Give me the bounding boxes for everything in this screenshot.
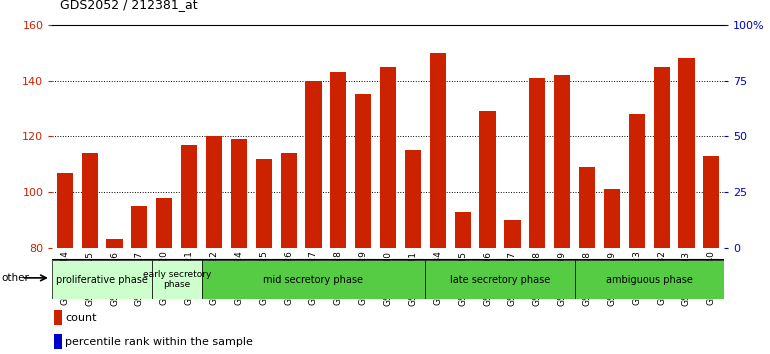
Bar (355, 95, 371, 248)
Bar (604, 189, 620, 248)
Text: percentile rank within the sample: percentile rank within the sample (65, 337, 253, 347)
Bar (628, 114, 644, 248)
Text: GDS2052 / 212381_at: GDS2052 / 212381_at (60, 0, 198, 11)
Bar (574, 259, 724, 299)
Bar (554, 75, 571, 248)
Bar (55, 310, 62, 325)
Bar (156, 198, 172, 248)
Bar (82, 153, 98, 248)
Bar (454, 212, 470, 248)
Bar (480, 111, 496, 248)
Text: early secretory
phase: early secretory phase (142, 270, 211, 289)
Text: ambiguous phase: ambiguous phase (606, 275, 693, 285)
Bar (256, 159, 272, 248)
Text: count: count (65, 313, 97, 323)
Bar (529, 78, 545, 248)
Bar (504, 220, 521, 248)
Bar (579, 167, 595, 248)
Bar (703, 156, 719, 248)
Text: late secretory phase: late secretory phase (450, 275, 550, 285)
Bar (132, 206, 148, 248)
Bar (405, 150, 421, 248)
Bar (306, 80, 322, 248)
Bar (152, 259, 202, 299)
Bar (52, 259, 152, 299)
Bar (430, 53, 446, 248)
Bar (654, 67, 670, 248)
Text: mid secretory phase: mid secretory phase (263, 275, 363, 285)
Text: proliferative phase: proliferative phase (56, 275, 148, 285)
Text: other: other (2, 273, 29, 283)
Bar (380, 67, 396, 248)
Bar (181, 145, 197, 248)
Bar (106, 239, 122, 248)
Bar (206, 136, 222, 248)
Bar (330, 72, 346, 248)
Bar (57, 172, 73, 248)
Bar (231, 139, 247, 248)
Bar (202, 259, 425, 299)
Bar (55, 334, 62, 349)
Bar (425, 259, 574, 299)
Bar (280, 153, 296, 248)
Bar (678, 58, 695, 248)
